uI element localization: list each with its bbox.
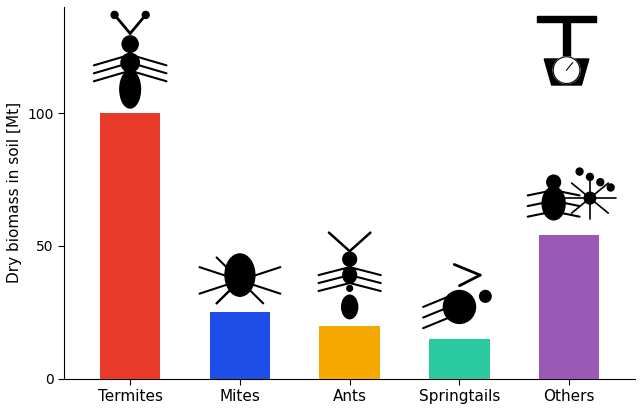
Ellipse shape xyxy=(607,184,614,191)
Bar xyxy=(100,113,160,379)
Ellipse shape xyxy=(584,192,596,204)
Ellipse shape xyxy=(111,12,118,18)
Ellipse shape xyxy=(121,53,139,72)
Ellipse shape xyxy=(587,173,593,180)
Ellipse shape xyxy=(225,254,255,296)
Ellipse shape xyxy=(547,175,560,189)
Ellipse shape xyxy=(480,291,491,302)
Ellipse shape xyxy=(347,285,352,291)
Ellipse shape xyxy=(342,295,358,319)
Ellipse shape xyxy=(542,187,565,220)
Ellipse shape xyxy=(444,291,476,323)
Bar xyxy=(539,235,600,379)
Bar xyxy=(429,339,490,379)
Y-axis label: Dry biomass in soil [Mt]: Dry biomass in soil [Mt] xyxy=(7,102,22,283)
Ellipse shape xyxy=(343,252,356,266)
Ellipse shape xyxy=(597,179,603,186)
Bar xyxy=(320,326,380,379)
Bar xyxy=(210,312,270,379)
Ellipse shape xyxy=(122,36,138,52)
Ellipse shape xyxy=(343,267,356,283)
Ellipse shape xyxy=(576,168,583,175)
Ellipse shape xyxy=(120,70,141,108)
Ellipse shape xyxy=(143,12,149,18)
